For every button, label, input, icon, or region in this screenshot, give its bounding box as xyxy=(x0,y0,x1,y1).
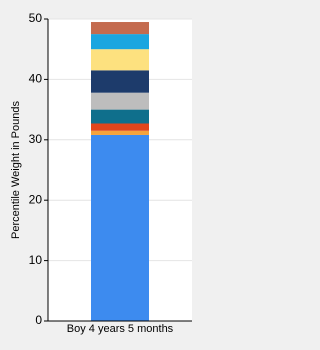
y-axis-label: Percentile Weight in Pounds xyxy=(10,101,22,239)
bar-segment xyxy=(91,130,149,135)
y-tick-label: 0 xyxy=(35,313,42,327)
y-tick-label: 10 xyxy=(29,253,43,267)
x-tick-label: Boy 4 years 5 months xyxy=(67,323,174,335)
y-tick-label: 20 xyxy=(29,192,43,206)
y-tick-label: 50 xyxy=(29,11,43,25)
bar-segment xyxy=(91,70,149,93)
bar-segment xyxy=(91,34,149,50)
y-tick-label: 30 xyxy=(29,132,43,146)
chart: Percentile Weight in Pounds 0 10 20 30 40 50 B… xyxy=(10,11,192,335)
bar-segment xyxy=(91,92,149,110)
bar-segment xyxy=(91,109,149,124)
bar-segment xyxy=(91,22,149,35)
bar-segment xyxy=(91,49,149,71)
bar-segment xyxy=(91,123,149,131)
bar-segment xyxy=(91,134,149,321)
y-tick-label: 40 xyxy=(29,72,43,86)
